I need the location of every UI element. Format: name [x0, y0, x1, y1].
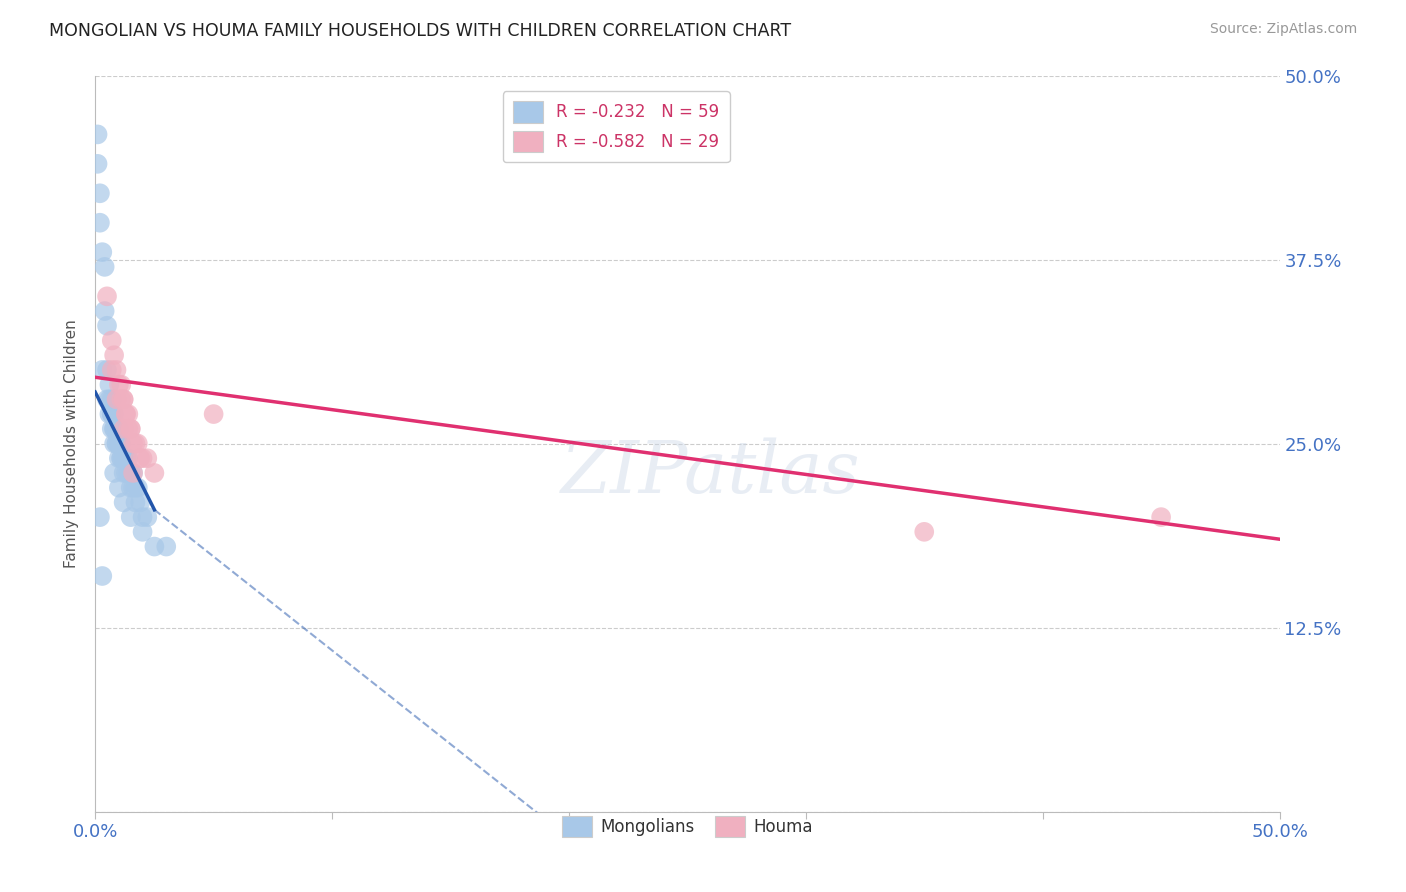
Point [103, 466, 125, 480]
Point [108, 377, 131, 392]
Point [131, 451, 153, 466]
Point [110, 436, 132, 450]
Point [103, 436, 125, 450]
Point [136, 451, 159, 466]
Point [117, 422, 139, 436]
Point [120, 466, 142, 480]
Point [122, 436, 145, 450]
Point [120, 510, 142, 524]
Point [115, 466, 138, 480]
Point [117, 451, 139, 466]
Point [117, 466, 139, 480]
Text: ZIPatlas: ZIPatlas [561, 438, 860, 508]
Point [108, 422, 131, 436]
Point [115, 407, 138, 421]
Point [86, 128, 108, 142]
Point [122, 466, 145, 480]
Point [202, 407, 225, 421]
Point [122, 466, 145, 480]
Point [129, 451, 152, 466]
Point [86, 157, 108, 171]
Point [93, 260, 115, 274]
Point [105, 422, 128, 436]
Legend: Mongolians, Houma: Mongolians, Houma [555, 809, 820, 844]
Point [112, 392, 135, 407]
Point [89, 186, 111, 201]
Point [143, 466, 166, 480]
Point [127, 481, 149, 495]
Point [115, 451, 138, 466]
Point [112, 451, 135, 466]
Point [98, 377, 121, 392]
Y-axis label: Family Households with Children: Family Households with Children [65, 319, 79, 568]
Point [108, 451, 131, 466]
Point [112, 466, 135, 480]
Point [143, 540, 166, 554]
Point [115, 407, 138, 421]
Point [105, 363, 128, 377]
Point [122, 481, 145, 495]
Point [91, 363, 114, 377]
Point [129, 495, 152, 509]
Point [96, 289, 118, 303]
Point [124, 481, 146, 495]
Point [96, 363, 118, 377]
Point [108, 436, 131, 450]
Point [155, 540, 177, 554]
Point [96, 392, 118, 407]
Point [105, 436, 128, 450]
Point [112, 495, 135, 509]
Text: Source: ZipAtlas.com: Source: ZipAtlas.com [1209, 22, 1357, 37]
Point [110, 451, 132, 466]
Point [91, 245, 114, 260]
Point [120, 466, 142, 480]
Point [117, 407, 139, 421]
Point [89, 510, 111, 524]
Point [110, 392, 132, 407]
Point [136, 510, 159, 524]
Text: MONGOLIAN VS HOUMA FAMILY HOUSEHOLDS WITH CHILDREN CORRELATION CHART: MONGOLIAN VS HOUMA FAMILY HOUSEHOLDS WIT… [49, 22, 792, 40]
Point [131, 510, 153, 524]
Point [98, 392, 121, 407]
Point [100, 363, 122, 377]
Point [127, 436, 149, 450]
Point [105, 392, 128, 407]
Point [93, 304, 115, 318]
Point [120, 422, 142, 436]
Point [103, 407, 125, 421]
Point [108, 436, 131, 450]
Point [110, 377, 132, 392]
Point [120, 481, 142, 495]
Point [112, 451, 135, 466]
Point [100, 407, 122, 421]
Point [112, 392, 135, 407]
Point [100, 422, 122, 436]
Point [96, 318, 118, 333]
Point [912, 524, 935, 539]
Point [124, 495, 146, 509]
Point [108, 481, 131, 495]
Point [105, 436, 128, 450]
Point [98, 407, 121, 421]
Point [1150, 510, 1173, 524]
Point [103, 422, 125, 436]
Point [89, 216, 111, 230]
Point [124, 436, 146, 450]
Point [100, 334, 122, 348]
Point [103, 348, 125, 362]
Point [112, 422, 135, 436]
Point [91, 569, 114, 583]
Point [100, 407, 122, 421]
Point [120, 422, 142, 436]
Point [131, 524, 153, 539]
Point [100, 392, 122, 407]
Point [103, 422, 125, 436]
Point [110, 451, 132, 466]
